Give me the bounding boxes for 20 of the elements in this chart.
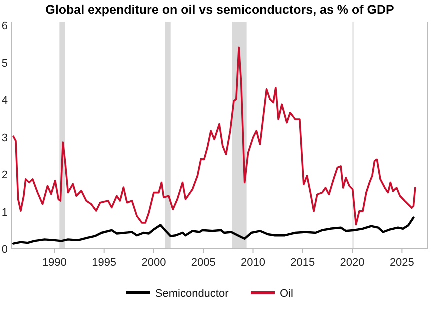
legend-label: Semiconductor [155,288,230,300]
x-tick-label: 2010 [241,257,266,269]
y-tick-label: 4 [2,95,8,108]
y-tick-label: 5 [2,58,8,70]
legend-label: Oil [280,288,294,300]
x-tick-label: 2005 [191,257,216,269]
line-series [12,46,416,226]
y-tick-label: 1 [2,206,8,219]
x-tick-label: 2020 [340,257,365,269]
x-tick-label: 1990 [42,257,67,269]
x-tick-label: 1995 [92,257,117,269]
y-tick-label: 3 [2,132,8,144]
y-tick-label: 2 [2,170,8,182]
line-series [12,216,415,245]
x-tick-label: 2015 [290,257,316,269]
x-tick-label: 2025 [390,257,414,269]
y-tick-label: 6 [2,20,8,33]
chart-title: Global expenditure on oil vs semiconductors, as % of GDP [46,3,394,17]
x-tick-label: 2000 [142,257,166,269]
y-tick-label: 0 [2,244,8,256]
